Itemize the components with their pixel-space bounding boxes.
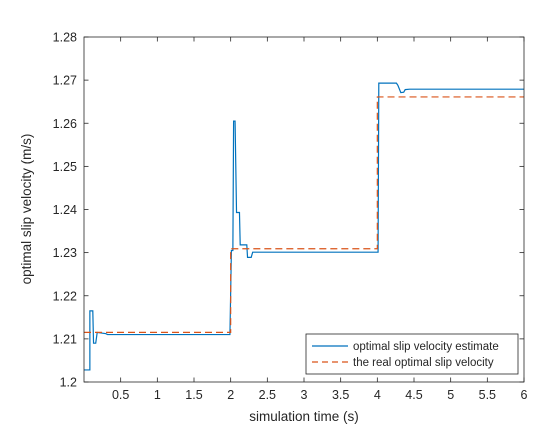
plot-area — [84, 37, 524, 382]
x-tick-label: 3 — [301, 388, 308, 402]
x-axis-label: simulation time (s) — [249, 409, 359, 424]
x-tick-label: 3.5 — [332, 388, 349, 402]
series-line-real — [84, 96, 524, 334]
y-axis-label: optimal slip velocity (m/s) — [19, 134, 34, 285]
x-tick-label: 2 — [227, 388, 234, 402]
y-tick-label: 1.22 — [53, 289, 77, 303]
x-tick-label: 0.5 — [112, 388, 129, 402]
legend-label-real: the real optimal slip velocity — [353, 357, 494, 369]
legend-label-estimate: optimal slip velocity estimate — [353, 341, 499, 353]
x-tick-label: 5.5 — [479, 388, 496, 402]
x-tick-label: 4.5 — [405, 388, 422, 402]
y-tick-label: 1.2 — [60, 376, 77, 390]
x-tick-label: 2.5 — [259, 388, 276, 402]
series-line-estimate — [84, 82, 524, 371]
x-tick-label: 5 — [447, 388, 454, 402]
x-tick-label: 1 — [154, 388, 161, 402]
y-tick-label: 1.26 — [53, 117, 77, 131]
y-tick-label: 1.28 — [53, 31, 77, 45]
y-tick-label: 1.25 — [53, 160, 77, 174]
x-tick-label: 6 — [521, 388, 528, 402]
y-tick-label: 1.23 — [53, 246, 77, 260]
legend: optimal slip velocity estimate the real … — [305, 333, 519, 375]
legend-box — [305, 333, 519, 375]
series-layer — [84, 82, 524, 371]
tick-layer: 0.5 1 1.5 2 2.5 3 3.5 4 4.5 5 5.5 6 1.2 1.21 1.22 1.23 1… — [53, 31, 528, 403]
y-tick-label: 1.21 — [53, 332, 77, 346]
x-tick-label: 1.5 — [185, 388, 202, 402]
y-tick-label: 1.27 — [53, 74, 77, 88]
y-tick-label: 1.24 — [53, 203, 77, 217]
x-tick-label: 4 — [374, 388, 381, 402]
